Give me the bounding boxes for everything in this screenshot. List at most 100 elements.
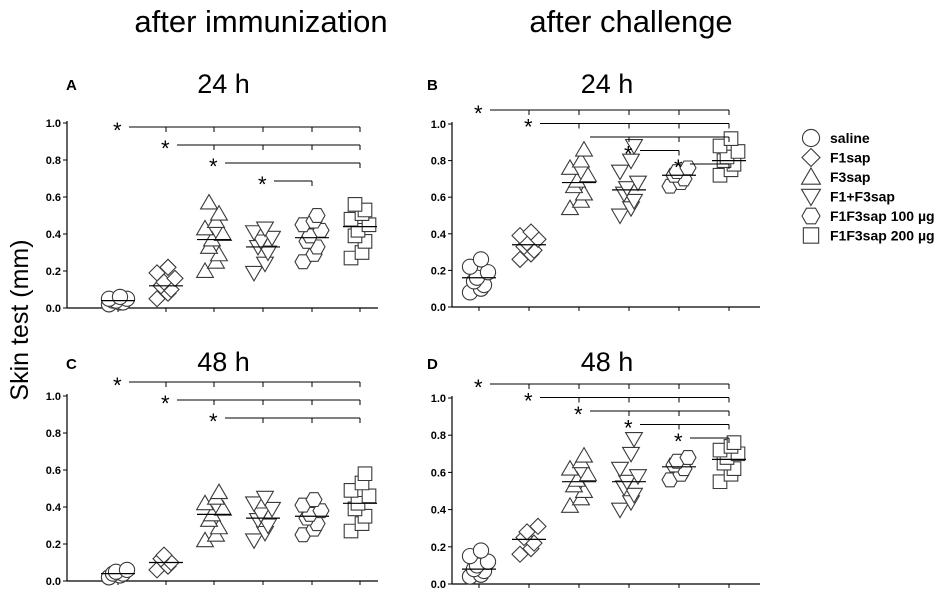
data-point-triangle-down <box>262 230 282 247</box>
significance-star: * <box>574 402 583 427</box>
panel-letter: A <box>66 77 77 94</box>
data-point-square <box>712 442 728 458</box>
data-point-triangle-down <box>258 518 278 535</box>
data-point-triangle-down <box>255 256 275 273</box>
data-point-triangle-down <box>244 533 264 550</box>
data-point-hexagon <box>679 450 697 465</box>
data-point-triangle-down <box>262 501 282 518</box>
data-point-diamond <box>159 258 177 277</box>
data-point-square <box>723 131 739 146</box>
legend-label: F1F3sap 200 µg <box>830 228 935 244</box>
panels: A 24 h 0.0 0.2 0.4 0.6 0.8 1.0 * * * * B 24 h 0.0 0.2 0.… <box>46 69 760 591</box>
y-tick-label: 0.2 <box>46 266 61 278</box>
legend-label: F1F3sap 100 µg <box>830 208 935 224</box>
panel-letter: C <box>66 356 77 373</box>
data-point-triangle-down <box>628 175 648 192</box>
data-point-triangle-down <box>628 469 648 486</box>
data-point-square <box>361 488 377 504</box>
y-tick-label: 0.2 <box>431 265 446 277</box>
y-tick-label: 0.8 <box>46 428 61 440</box>
data-point-triangle-down <box>251 507 271 524</box>
data-point-square <box>347 197 363 212</box>
panel-title: 48 h <box>197 347 250 377</box>
significance-star: * <box>624 142 633 167</box>
y-tick-label: 0.0 <box>431 302 446 314</box>
significance-star: * <box>624 416 633 441</box>
data-point-circle <box>479 264 497 281</box>
data-point-diamond <box>522 223 540 241</box>
data-point-triangle-down <box>610 502 630 519</box>
column-title-immunization: after immunization <box>134 4 387 39</box>
data-point-triangle-up <box>209 483 229 500</box>
y-tick-label: 0.4 <box>46 229 62 241</box>
data-point-triangle-down <box>624 431 644 449</box>
data-point-circle <box>472 542 490 559</box>
data-point-circle <box>472 251 490 268</box>
data-point-square <box>357 466 373 482</box>
panel-title: 24 h <box>581 69 634 99</box>
significance-star: * <box>209 154 218 179</box>
y-tick-label: 0.6 <box>431 467 446 479</box>
significance-star: * <box>113 118 122 143</box>
data-point-diamond <box>529 517 547 536</box>
data-point-triangle-down <box>258 245 278 262</box>
panel-title: 24 h <box>197 69 250 99</box>
data-point-triangle-down <box>244 265 264 282</box>
data-point-square <box>712 474 728 490</box>
legend-marker-triangle-up <box>800 166 822 185</box>
data-point-circle <box>118 561 136 579</box>
significance-star: * <box>258 172 267 197</box>
significance-star: * <box>474 375 483 400</box>
legend-label: F3sap <box>830 169 870 185</box>
data-point-square <box>712 167 728 183</box>
y-tick-label: 0.8 <box>46 155 61 167</box>
y-tick-label: 0.0 <box>46 303 61 315</box>
data-point-square <box>712 138 728 154</box>
data-point-square <box>730 144 746 159</box>
panel-B: B 24 h 0.0 0.2 0.4 0.6 0.8 1.0 * * * * <box>427 69 760 314</box>
data-point-triangle-up <box>209 204 229 221</box>
y-tick-label: 0.0 <box>431 579 446 591</box>
data-point-triangle-up <box>578 465 598 482</box>
significance-star: * <box>524 389 533 414</box>
data-point-hexagon <box>308 208 326 223</box>
data-point-square <box>343 523 359 539</box>
y-tick-label: 0.6 <box>431 192 446 204</box>
legend-marker-hexagon <box>801 207 821 225</box>
y-tick-label: 0.2 <box>46 539 61 551</box>
data-point-triangle-down <box>244 496 264 513</box>
data-point-triangle-down <box>610 164 630 181</box>
data-point-square <box>343 483 359 498</box>
data-point-triangle-down <box>251 234 271 251</box>
significance-star: * <box>209 409 218 434</box>
data-point-triangle-down <box>624 487 644 504</box>
y-tick-label: 0.0 <box>46 576 61 588</box>
data-point-triangle-up <box>578 166 598 183</box>
y-tick-label: 0.4 <box>431 505 447 517</box>
legend-marker-circle <box>801 128 821 148</box>
legend-marker-diamond <box>801 147 821 168</box>
y-tick-label: 1.0 <box>431 119 446 131</box>
legend-label: F1sap <box>830 150 870 166</box>
legend-marker-triangle-down <box>800 188 822 207</box>
data-point-triangle-up <box>213 224 233 241</box>
y-tick-label: 0.6 <box>46 465 61 477</box>
data-point-triangle-down <box>624 193 644 210</box>
data-point-triangle-up <box>571 151 591 168</box>
legend-label: saline <box>830 130 870 146</box>
legend: saline F1sap F3sap F1+F3sap F1F3sap 100 µg F1… <box>800 128 935 244</box>
data-point-hexagon <box>305 492 323 508</box>
panel-letter: D <box>427 356 438 373</box>
data-point-hexagon <box>312 503 330 519</box>
significance-star: * <box>674 429 683 454</box>
y-tick-label: 0.4 <box>431 229 447 241</box>
data-point-triangle-down <box>244 225 264 242</box>
y-tick-label: 1.0 <box>431 393 446 405</box>
y-tick-label: 1.0 <box>46 391 61 403</box>
data-point-triangle-down <box>621 153 641 170</box>
legend-label: F1+F3sap <box>830 189 895 205</box>
data-point-triangle-down <box>610 461 630 478</box>
significance-star: * <box>161 136 170 161</box>
y-tick-label: 0.4 <box>46 502 62 514</box>
